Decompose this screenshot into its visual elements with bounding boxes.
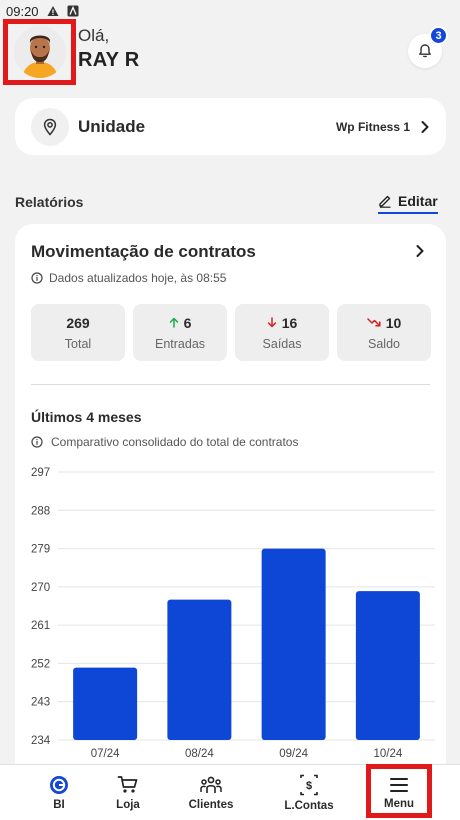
chart-y-tick-label: 288 bbox=[31, 505, 50, 517]
chart-x-tick-label: 07/24 bbox=[91, 748, 120, 760]
chart-y-tick-label: 252 bbox=[31, 658, 50, 670]
header: Olá, RAY R 3 bbox=[0, 18, 460, 86]
arrow-down-icon bbox=[267, 317, 276, 328]
stat-saldo-label: Saldo bbox=[368, 336, 400, 351]
notification-count-badge: 3 bbox=[429, 26, 448, 45]
chart-y-tick-label: 279 bbox=[31, 544, 50, 556]
cart-icon bbox=[117, 776, 138, 793]
nav-label-loja: Loja bbox=[116, 799, 140, 811]
chart-y-tick-label: 297 bbox=[31, 467, 50, 479]
nav-label-lcontas: L.Contas bbox=[284, 800, 334, 812]
stat-saidas: 16 Saídas bbox=[235, 304, 329, 361]
stat-entradas-label: Entradas bbox=[154, 336, 206, 351]
chart-subtitle: Comparativo consolidado do total de cont… bbox=[51, 435, 299, 449]
bell-icon bbox=[419, 44, 431, 58]
report-open-chevron-icon[interactable] bbox=[415, 244, 425, 263]
chart-bar[interactable] bbox=[167, 599, 232, 740]
chart-bar[interactable] bbox=[73, 667, 138, 740]
reports-section-title: Relatórios bbox=[15, 194, 84, 210]
menu-icon bbox=[390, 778, 408, 792]
chart-y-tick-label: 270 bbox=[31, 582, 50, 594]
info-icon bbox=[31, 436, 43, 448]
stat-entradas-value: 6 bbox=[183, 314, 192, 331]
unit-icon-container bbox=[31, 107, 69, 146]
chart-y-tick-label: 234 bbox=[31, 735, 51, 747]
stat-total: 269 Total bbox=[31, 304, 125, 361]
chevron-right-icon bbox=[420, 120, 430, 134]
warning-icon bbox=[47, 5, 59, 17]
nav-item-lcontas[interactable]: $ L.Contas bbox=[276, 765, 342, 820]
avatar-illustration-icon bbox=[13, 26, 66, 78]
bottom-navigation: BI Loja Clientes $ L.Contas Me bbox=[0, 764, 460, 820]
chart-bar[interactable] bbox=[261, 548, 326, 740]
app-notification-icon bbox=[67, 5, 79, 17]
unit-value: Wp Fitness 1 bbox=[335, 119, 410, 134]
stat-saidas-label: Saídas bbox=[262, 336, 302, 351]
stat-saldo: 10 Saldo bbox=[337, 304, 431, 361]
update-info: Dados atualizados hoje, às 08:55 bbox=[31, 271, 226, 285]
report-title[interactable]: Movimentação de contratos bbox=[31, 242, 256, 261]
contracts-bar-chart: 234 243 252 261 270 279 288 297 07/24 08/24 09/24 1… bbox=[15, 458, 446, 768]
nav-item-bi[interactable]: BI bbox=[34, 765, 84, 820]
accounts-icon: $ bbox=[300, 774, 318, 796]
bi-logo-icon bbox=[50, 776, 68, 794]
contracts-report-card: Movimentação de contratos Dados atualiza… bbox=[15, 224, 446, 784]
status-time: 09:20 bbox=[6, 3, 39, 19]
avatar-button[interactable] bbox=[3, 19, 76, 85]
stat-total-value: 269 bbox=[66, 314, 90, 331]
nav-label-bi: BI bbox=[53, 799, 65, 811]
menu-highlight-box bbox=[366, 764, 432, 818]
nav-item-loja[interactable]: Loja bbox=[103, 765, 153, 820]
unit-label: Unidade bbox=[78, 116, 146, 136]
chart-x-tick-label: 09/24 bbox=[279, 748, 308, 760]
chart-x-tick-label: 08/24 bbox=[185, 748, 214, 760]
chart-subtitle-row: Comparativo consolidado do total de cont… bbox=[31, 435, 298, 449]
status-bar: 09:20 bbox=[0, 0, 460, 22]
nav-label-clientes: Clientes bbox=[188, 799, 234, 811]
nav-item-clientes[interactable]: Clientes bbox=[181, 765, 241, 820]
stat-total-label: Total bbox=[64, 336, 92, 351]
nav-label-menu: Menu bbox=[383, 798, 415, 810]
location-pin-icon bbox=[43, 118, 57, 136]
svg-text:$: $ bbox=[306, 780, 312, 792]
stat-saidas-value: 16 bbox=[281, 314, 298, 331]
greeting-text: Olá, bbox=[78, 26, 110, 45]
nav-item-menu[interactable]: Menu bbox=[374, 765, 424, 820]
user-name: RAY R bbox=[78, 49, 140, 71]
divider bbox=[31, 384, 430, 385]
chart-y-tick-label: 243 bbox=[31, 697, 50, 709]
chart-title: Últimos 4 meses bbox=[31, 409, 142, 425]
avatar bbox=[13, 26, 66, 78]
arrow-up-icon bbox=[169, 317, 178, 328]
chart-x-tick-label: 10/24 bbox=[373, 748, 402, 760]
edit-label: Editar bbox=[398, 193, 438, 209]
unit-selector[interactable]: Unidade Wp Fitness 1 bbox=[15, 98, 446, 155]
stat-saldo-value: 10 bbox=[385, 314, 402, 331]
info-icon bbox=[31, 272, 43, 284]
chart-bar[interactable] bbox=[355, 591, 420, 740]
trend-down-icon bbox=[366, 318, 381, 327]
chart-svg: 234 243 252 261 270 279 288 297 07/24 08/24 09/24 1… bbox=[31, 467, 435, 760]
stat-entradas: 6 Entradas bbox=[133, 304, 227, 361]
edit-reports-button[interactable]: Editar bbox=[378, 192, 438, 214]
people-icon bbox=[200, 776, 222, 793]
updated-text: Dados atualizados hoje, às 08:55 bbox=[49, 271, 227, 285]
pencil-icon bbox=[379, 195, 391, 208]
chart-y-tick-label: 261 bbox=[31, 620, 50, 632]
